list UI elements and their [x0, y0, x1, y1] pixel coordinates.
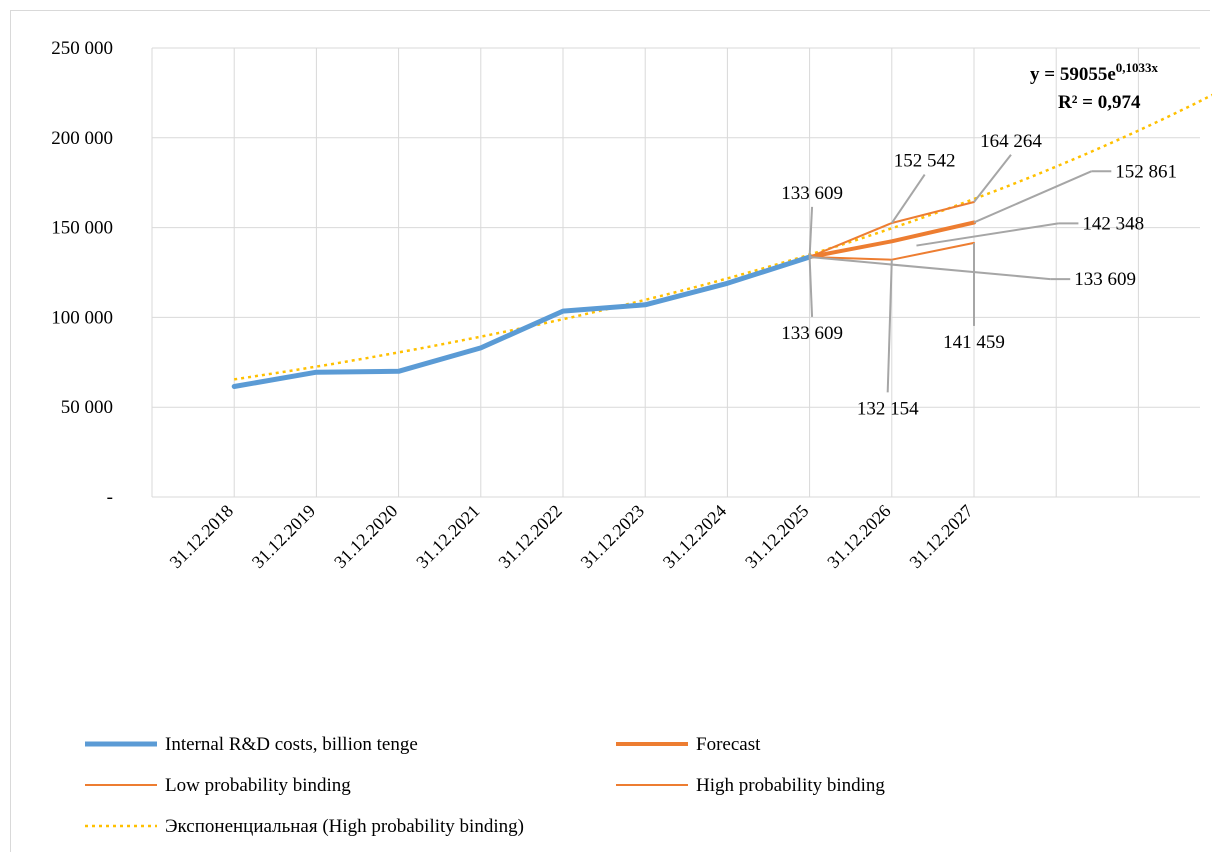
x-tick-label: 31.12.2019: [248, 501, 319, 572]
annotation-leader: [808, 206, 814, 258]
trend-r-squared: R² = 0,974: [1058, 92, 1141, 113]
data-label: 133 609: [781, 183, 843, 204]
x-tick-label: 31.12.2024: [659, 501, 730, 572]
annotation-leader: [973, 170, 1092, 224]
annotation-leader: [890, 173, 926, 224]
data-label: 133 609: [1074, 269, 1136, 290]
y-tick-label: 150 000: [51, 218, 113, 239]
legend-label: Экспоненциальная (High probability bindi…: [165, 816, 524, 837]
x-tick-label: 31.12.2021: [412, 501, 483, 572]
legend-label: Forecast: [696, 734, 761, 755]
legend-label: High probability binding: [696, 775, 885, 796]
x-tick-label: 31.12.2018: [166, 501, 237, 572]
trendline-series: [234, 93, 1212, 381]
annotation-leader: [808, 256, 814, 317]
x-tick-label: 31.12.2022: [494, 501, 565, 572]
data-label: 164 264: [980, 131, 1042, 152]
data-label: 142 348: [1082, 213, 1144, 234]
x-tick-label: 31.12.2027: [905, 501, 976, 572]
data-label: 152 542: [894, 151, 956, 172]
x-tick-label: 31.12.2026: [823, 501, 894, 572]
y-tick-label: 250 000: [51, 38, 113, 59]
data-label: 152 861: [1115, 161, 1177, 182]
annotation-leader: [809, 256, 1051, 281]
data-label: 133 609: [781, 323, 843, 344]
annotation-leader: [973, 154, 1012, 203]
y-tick-label: 100 000: [51, 307, 113, 328]
legend-label: Low probability binding: [165, 775, 351, 796]
x-tick-label: 31.12.2025: [741, 501, 812, 572]
data-label: 141 459: [943, 332, 1005, 353]
y-tick-label: 50 000: [61, 397, 113, 418]
annotation-leader: [916, 222, 1059, 247]
y-tick-label: 200 000: [51, 128, 113, 149]
trend-equation: y = 59055e0,1033x: [1030, 60, 1159, 85]
chart-frame: [10, 10, 1210, 852]
series-line-forecast: [807, 220, 976, 259]
data-label: 132 154: [857, 398, 919, 419]
y-tick-label: -: [107, 487, 113, 508]
x-tick-label: 31.12.2023: [577, 501, 648, 572]
series-line-internal-r-d-costs-billion-tenge: [231, 254, 813, 389]
annotation-leader: [886, 259, 893, 393]
legend-label: Internal R&D costs, billion tenge: [165, 734, 418, 755]
x-tick-label: 31.12.2020: [330, 501, 401, 572]
